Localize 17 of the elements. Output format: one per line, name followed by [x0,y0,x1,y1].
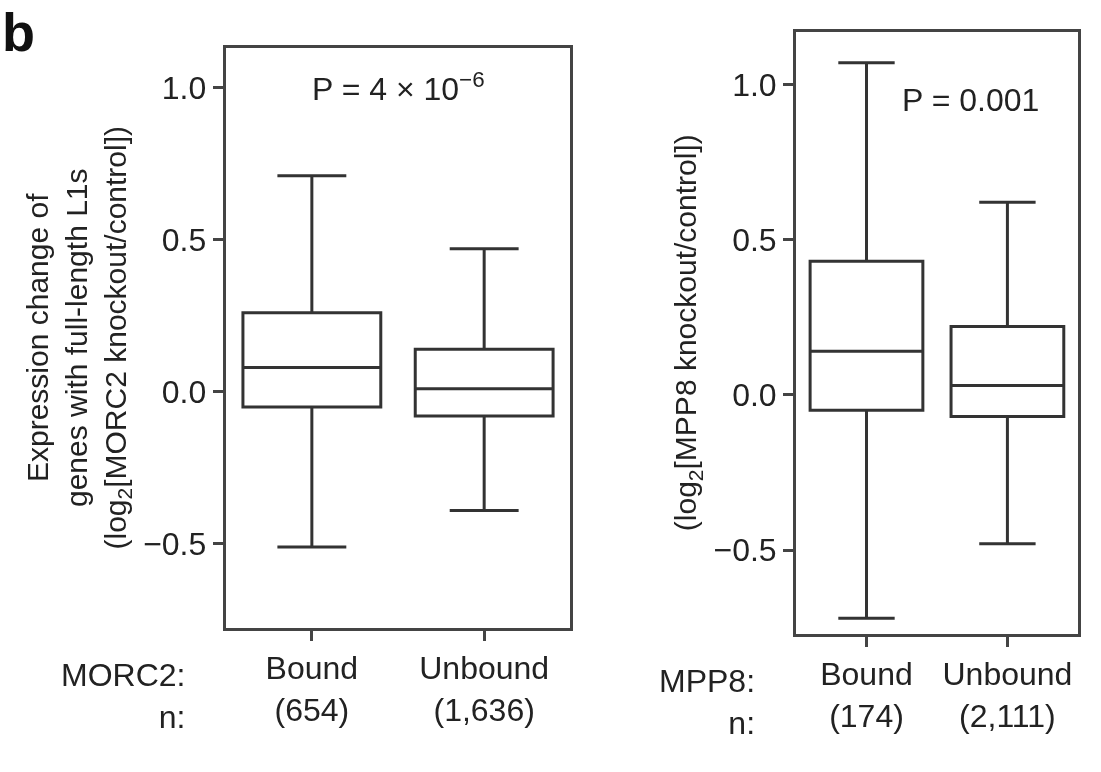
x-tick-label: Bound (174) [820,656,913,734]
annotation: P = 4 × 10$^{−6}$ [312,67,485,108]
y-tick-label: 0.0 [732,377,777,414]
y-tick-label: 0.0 [161,373,207,410]
y-tick-label: −0.5 [713,532,777,569]
x-tick-label: Unbound (1,636) [419,650,550,728]
y-tick-label: 1.0 [732,66,777,103]
y-tick-label: 0.5 [732,221,777,258]
x-tick-label: Bound (654) [265,650,359,728]
y-tick-label: 0.5 [161,221,207,258]
y-tick-label: −0.5 [143,526,207,563]
y-tick-label: 1.0 [161,69,207,106]
annotation: P = 0.001 [902,82,1040,118]
text: b [2,2,35,62]
x-axis-title: MORC2: n: [61,657,186,735]
x-axis-title: MPP8: n: [659,663,756,741]
x-tick-label: Unbound (2,111) [942,656,1073,734]
